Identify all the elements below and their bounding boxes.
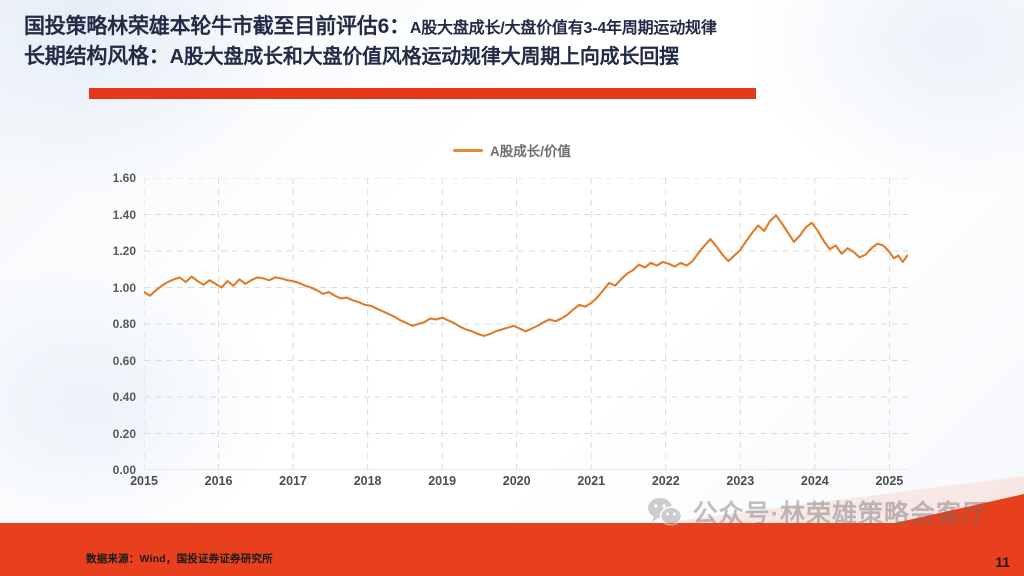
title-line-2-sub: A股大盘成长和大盘价值风格运动规律大周期上向成长回摆	[169, 45, 679, 68]
y-tick-1.60: 1.60	[112, 171, 136, 185]
y-tick-0.20: 0.20	[112, 426, 136, 441]
x-tick-2015: 2015	[130, 474, 158, 488]
title-line-2: 长期结构风格：A股大盘成长和大盘价值风格运动规律大周期上向成长回摆	[24, 44, 1014, 71]
x-axis-tick-labels: 2015 2016 2017 2018 2019 2020 2021 2022 2023 2024…	[130, 474, 908, 494]
y-tick-1.00: 1.00	[112, 280, 136, 295]
x-tick-2019: 2019	[428, 474, 457, 488]
title-line-2-main: 长期结构风格：	[24, 44, 170, 68]
legend-label-growth-value: A股成长/价值	[490, 144, 571, 159]
legend-line-swatch	[453, 148, 483, 152]
x-tick-2020: 2020	[502, 474, 531, 488]
line-chart-svg	[142, 177, 909, 471]
chart-plot-area: 0.00 0.20 0.40 0.60 0.80 1.00 1.20 1.40 1.60 201…	[96, 171, 909, 490]
y-tick-0.80: 0.80	[112, 317, 136, 331]
x-tick-2024: 2024	[800, 474, 829, 488]
y-tick-0.00: 0.00	[112, 463, 136, 477]
x-tick-2016: 2016	[204, 474, 233, 488]
title-underline-bar	[89, 88, 756, 99]
source-note: 数据来源：Wind，国投证券证券研究所	[86, 553, 273, 565]
x-tick-2022: 2022	[651, 474, 680, 488]
slide-title-block: 国投策略林荣雄本轮牛市截至目前评估6：A股大盘成长/大盘价值有3-4年周期运动规…	[24, 14, 1014, 71]
title-line-1-main: 国投策略林荣雄本轮牛市截至目前评估6：	[24, 15, 410, 38]
x-tick-2018: 2018	[353, 474, 382, 488]
chart-grid-and-series	[142, 177, 909, 471]
y-tick-0.40: 0.40	[112, 390, 136, 404]
page-number: 11	[995, 554, 1010, 570]
watermark-text: 公众号·林荣雄策略会客厅	[692, 500, 988, 528]
title-line-1-sub: A股大盘成长/大盘价值有3-4年周期运动规律	[409, 20, 717, 37]
chart-legend: A股成长/价值	[0, 140, 1024, 160]
y-axis-tick-labels: 0.00 0.20 0.40 0.60 0.80 1.00 1.20 1.40 1.60	[96, 171, 136, 477]
title-line-1: 国投策略林荣雄本轮牛市截至目前评估6：A股大盘成长/大盘价值有3-4年周期运动规…	[24, 14, 1014, 41]
y-tick-0.60: 0.60	[112, 353, 136, 368]
x-tick-2025: 2025	[875, 474, 904, 488]
x-tick-2023: 2023	[726, 474, 755, 488]
y-tick-1.40: 1.40	[112, 207, 136, 222]
y-tick-1.20: 1.20	[112, 244, 136, 258]
x-tick-2017: 2017	[279, 474, 307, 488]
wechat-icon	[647, 498, 682, 527]
x-tick-2021: 2021	[577, 474, 606, 488]
watermark: 公众号·林荣雄策略会客厅	[647, 494, 988, 530]
